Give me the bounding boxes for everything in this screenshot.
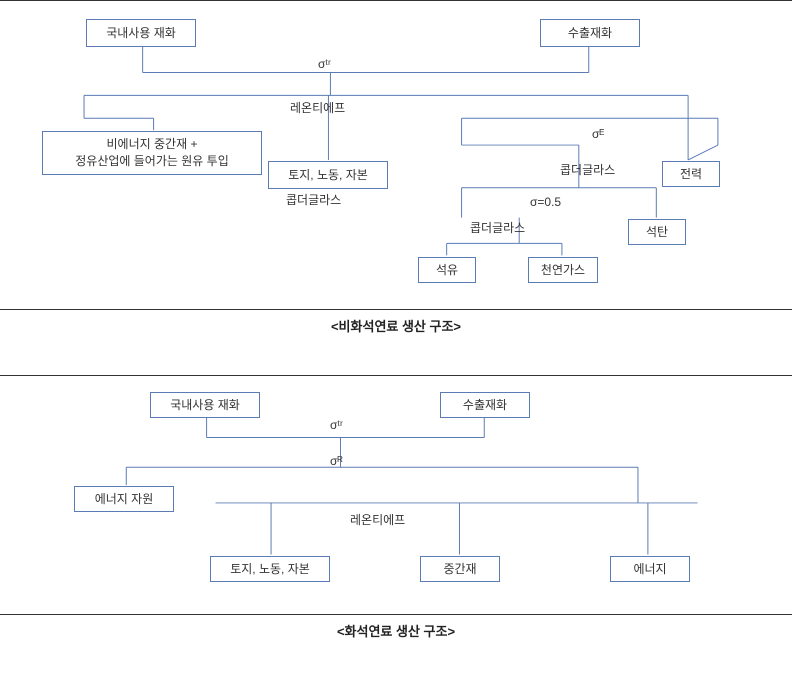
node-domestic-good-2: 국내사용 재화 [150, 392, 260, 418]
label-leontief-2: 레온티에프 [350, 511, 405, 528]
label-sigma-e: σᴱ [592, 127, 604, 141]
node-energy: 에너지 [610, 556, 690, 582]
caption-nonfossil: <비화석연료 생산 구조> [0, 316, 792, 335]
diagram-fossil: 국내사용 재화 수출재화 에너지 자원 토지, 노동, 자본 중간재 에너지 σ… [0, 375, 792, 615]
node-export-good: 수출재화 [540, 19, 640, 47]
node-factors-2: 토지, 노동, 자본 [210, 556, 330, 582]
label-sigma-05: σ=0.5 [530, 195, 561, 209]
label-cobb-douglas-1: 콥더글라스 [560, 161, 615, 178]
node-domestic-good: 국내사용 재화 [86, 19, 196, 47]
node-electricity: 전력 [662, 161, 720, 187]
label-cobb-douglas-2: 콥더글라스 [286, 191, 341, 208]
label-sigma-tr-2: σᵗʳ [330, 418, 343, 432]
node-oil: 석유 [418, 257, 476, 283]
node-intermediate: 중간재 [420, 556, 500, 582]
node-factors: 토지, 노동, 자본 [268, 161, 388, 189]
label-cobb-douglas-3: 콥더글라스 [470, 219, 525, 236]
label-leontief: 레온티에프 [290, 99, 345, 116]
node-coal: 석탄 [628, 219, 686, 245]
node-gas: 천연가스 [528, 257, 598, 283]
label-sigma-r: σᴿ [330, 454, 343, 468]
page: 국내사용 재화 수출재화 비에너지 중간재 + 정유산업에 들어가는 원유 투입… [0, 0, 792, 681]
node-export-good-2: 수출재화 [440, 392, 530, 418]
node-energy-resource: 에너지 자원 [74, 486, 174, 512]
node-nonenergy-intermediate: 비에너지 중간재 + 정유산업에 들어가는 원유 투입 [42, 131, 262, 175]
diagram-nonfossil: 국내사용 재화 수출재화 비에너지 중간재 + 정유산업에 들어가는 원유 투입… [0, 0, 792, 310]
caption-fossil: <화석연료 생산 구조> [0, 621, 792, 640]
label-sigma-tr: σᵗʳ [318, 57, 331, 71]
